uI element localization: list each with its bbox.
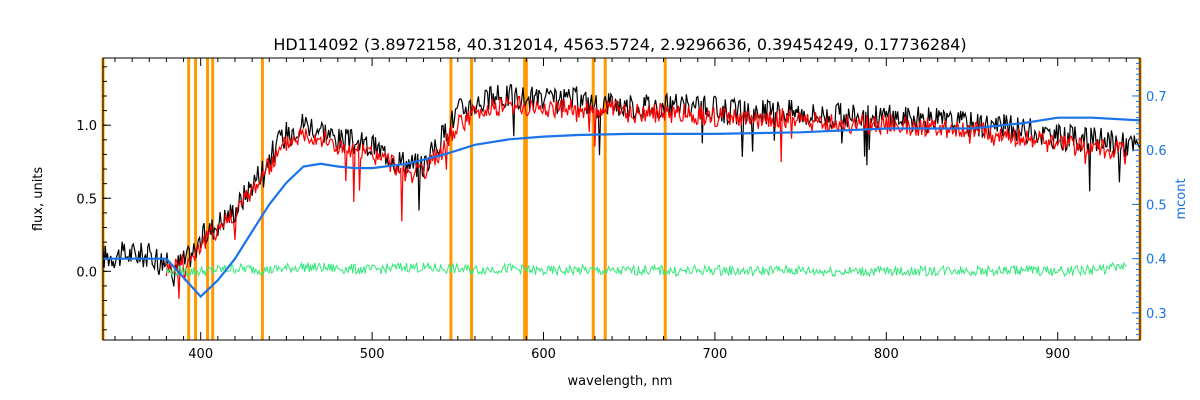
x-axis-label: wavelength, nm xyxy=(568,374,673,389)
x-axis-ticks: 400 500 600 700 800 900 xyxy=(114,58,1127,362)
series-residual xyxy=(165,261,1127,278)
series-mcont xyxy=(103,116,1141,299)
y-right-tick-label-0.6: 0.6 xyxy=(1146,144,1167,159)
y-tick-label-1: 1.0 xyxy=(76,119,97,134)
y-axis-label: flux, units xyxy=(31,167,46,232)
y-right-axis-label: mcont xyxy=(1174,178,1189,219)
x-tick-label-500: 500 xyxy=(360,347,385,362)
y-tick-label-0.5: 0.5 xyxy=(76,192,97,207)
x-tick-label-600: 600 xyxy=(531,347,556,362)
series-observed xyxy=(102,83,1141,287)
y-axis-ticks: 0.0 0.5 1.0 xyxy=(76,66,111,331)
plot-area xyxy=(101,58,1142,340)
y-right-tick-label-0.5: 0.5 xyxy=(1146,198,1167,213)
x-tick-label-700: 700 xyxy=(703,347,728,362)
y-right-tick-label-0.7: 0.7 xyxy=(1146,90,1167,105)
x-tick-label-800: 800 xyxy=(874,347,899,362)
x-tick-label-400: 400 xyxy=(188,347,213,362)
series-model xyxy=(165,95,1127,299)
chart-title: HD114092 (3.8972158, 40.312014, 4563.572… xyxy=(273,35,966,54)
x-tick-label-900: 900 xyxy=(1045,347,1070,362)
y-right-axis-ticks: 0.3 0.4 0.5 0.6 0.7 xyxy=(1132,62,1167,336)
plot-frame xyxy=(102,57,1141,341)
y-right-tick-label-0.3: 0.3 xyxy=(1146,307,1167,322)
series-layer xyxy=(102,83,1141,299)
y-right-tick-label-0.4: 0.4 xyxy=(1146,253,1167,268)
vertical-lines xyxy=(101,58,1142,340)
y-tick-label-0: 0.0 xyxy=(76,265,97,280)
